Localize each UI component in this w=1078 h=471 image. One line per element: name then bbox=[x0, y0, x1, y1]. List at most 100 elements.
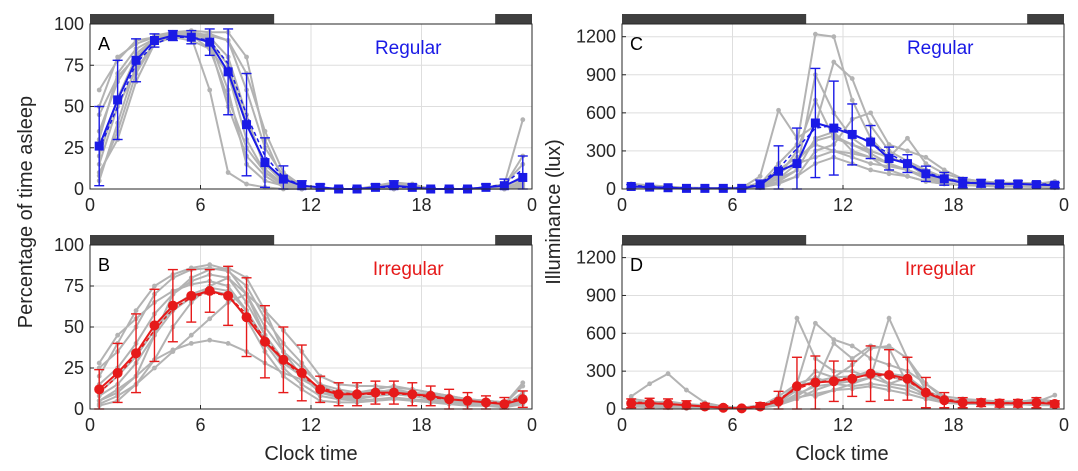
panel-c-mean-point bbox=[645, 182, 655, 192]
panel-b-mean-point bbox=[278, 354, 289, 365]
panel-b-dark-period-bar bbox=[495, 235, 532, 245]
panel-c-mean-point bbox=[700, 183, 710, 193]
panel-d-mean-point bbox=[718, 402, 729, 413]
panel-d-mean-point bbox=[865, 368, 876, 379]
panel-c-mean-point bbox=[1050, 180, 1060, 190]
panel-c-individual-point bbox=[941, 167, 947, 173]
panel-d-mean-point bbox=[1049, 398, 1060, 409]
panel-c-mean-point bbox=[939, 174, 949, 184]
panel-b-individual-point bbox=[133, 308, 139, 313]
panel-b-y-tick-label: 25 bbox=[64, 358, 84, 378]
panel-c-mean-point bbox=[995, 179, 1005, 189]
panel-c-individual-point bbox=[849, 97, 855, 103]
panel-b-y-tick-label: 50 bbox=[64, 317, 84, 337]
panel-d-individual-point bbox=[849, 343, 855, 349]
panel-b-individual-point bbox=[207, 337, 213, 343]
panel-b-individual-point bbox=[207, 316, 213, 322]
panel-c-x-tick-label: 6 bbox=[727, 195, 737, 215]
panel-a-mean-point bbox=[242, 120, 252, 130]
panel-a-mean-point bbox=[370, 182, 380, 192]
panel-a-mean-point bbox=[278, 174, 288, 184]
panel-b-mean-point bbox=[480, 397, 491, 408]
panel-b-individual-point bbox=[225, 341, 231, 346]
panel-d-y-tick-label: 300 bbox=[586, 361, 616, 381]
panel-c-individual-point bbox=[905, 135, 910, 141]
panel-d-x-tick-label: 6 bbox=[727, 415, 737, 435]
panel-d-x-tick-label: 0 bbox=[617, 415, 627, 435]
panel-b-individual-point bbox=[188, 341, 194, 346]
panel-d-mean-point bbox=[810, 377, 821, 388]
panel-a-mean-point bbox=[389, 181, 399, 191]
panel-b-individual-point bbox=[96, 360, 102, 366]
panel-c-mean-point bbox=[755, 180, 765, 190]
panel-b-mean-point bbox=[315, 384, 326, 395]
panel-c-individual-point bbox=[868, 161, 874, 167]
panel-c-x-tick-label: 18 bbox=[943, 195, 963, 215]
panel-c-mean-point bbox=[663, 183, 673, 193]
panel-d-mean-point bbox=[994, 398, 1005, 409]
panel-d-x-tick-label: 12 bbox=[833, 415, 853, 435]
panel-c-dark-period-bar bbox=[622, 14, 807, 24]
panel-d-mean-point bbox=[957, 397, 968, 408]
panel-b-individual-point bbox=[188, 332, 194, 338]
panel-d-mean-point bbox=[828, 376, 839, 387]
panel-a-mean-point bbox=[205, 37, 215, 47]
panel-a-mean-point bbox=[131, 55, 141, 65]
panel-a-mean-point bbox=[407, 182, 417, 192]
panel-d-group-label: Irregular bbox=[905, 259, 976, 280]
panel-a-x-tick-label: 12 bbox=[301, 195, 321, 215]
panel-b-mean-point bbox=[223, 290, 234, 301]
panel-c-individual-point bbox=[757, 173, 763, 179]
panel-b-individual-point bbox=[520, 380, 526, 386]
panel-b-individual-point bbox=[152, 365, 157, 371]
panel-c-mean-point bbox=[866, 137, 876, 147]
panel-a-individual-point bbox=[207, 87, 213, 93]
panel-d-x-tick-label: 0 bbox=[1059, 415, 1069, 435]
panel-b-mean-point bbox=[499, 399, 510, 410]
panel-c-individual-point bbox=[868, 167, 874, 173]
panel-d-mean-point bbox=[663, 398, 674, 409]
panel-b-x-tick-label: 6 bbox=[195, 415, 205, 435]
panel-b-mean-point bbox=[259, 336, 270, 347]
panel-b-mean-point bbox=[333, 389, 344, 400]
panel-c-individual-point bbox=[886, 142, 892, 147]
panel-d-mean-point bbox=[976, 397, 987, 408]
panel-a-y-tick-label: 25 bbox=[64, 138, 84, 158]
panel-a-mean-point bbox=[260, 158, 270, 168]
panel-d-mean-point bbox=[884, 369, 895, 380]
panel-d-mean-point bbox=[847, 373, 858, 384]
panel-d-x-tick-label: 18 bbox=[943, 415, 963, 435]
panel-a-individual-point bbox=[244, 54, 249, 60]
panel-d-individual-point bbox=[812, 320, 818, 326]
panel-a-mean-point bbox=[518, 172, 528, 182]
right-y-axis-label: Illuminance (lux) bbox=[543, 139, 565, 285]
panel-b-mean-point bbox=[241, 312, 252, 323]
panel-c-x-tick-label: 0 bbox=[1059, 195, 1069, 215]
panel-b-mean-point bbox=[462, 395, 473, 406]
panel-a-mean-point bbox=[113, 95, 123, 105]
panel-b-individual-line-5 bbox=[98, 289, 523, 409]
panel-a-y-tick-label: 75 bbox=[64, 55, 84, 75]
panel-c-y-tick-label: 600 bbox=[586, 103, 616, 123]
panel-a-individual-point bbox=[96, 87, 102, 93]
panel-d-mean-point bbox=[1012, 398, 1023, 409]
panel-c-y-tick-label: 1200 bbox=[576, 27, 616, 47]
panel-b-mean-point bbox=[388, 387, 399, 398]
panel-b-individual-point bbox=[207, 262, 213, 268]
panel-c-mean-point bbox=[958, 178, 968, 188]
panel-b-x-tick-label: 0 bbox=[85, 415, 95, 435]
panel-d-individual-point bbox=[831, 341, 837, 346]
panel-b-mean-point bbox=[167, 300, 178, 311]
panel-b-group-label: Irregular bbox=[373, 259, 444, 280]
panel-c-individual-point bbox=[812, 31, 818, 37]
left-y-axis-label: Percentage of time asleep bbox=[15, 96, 37, 328]
panel-b-mean-point bbox=[186, 290, 197, 301]
panel-d-individual-point bbox=[1052, 392, 1058, 398]
panel-c-x-tick-label: 0 bbox=[617, 195, 627, 215]
